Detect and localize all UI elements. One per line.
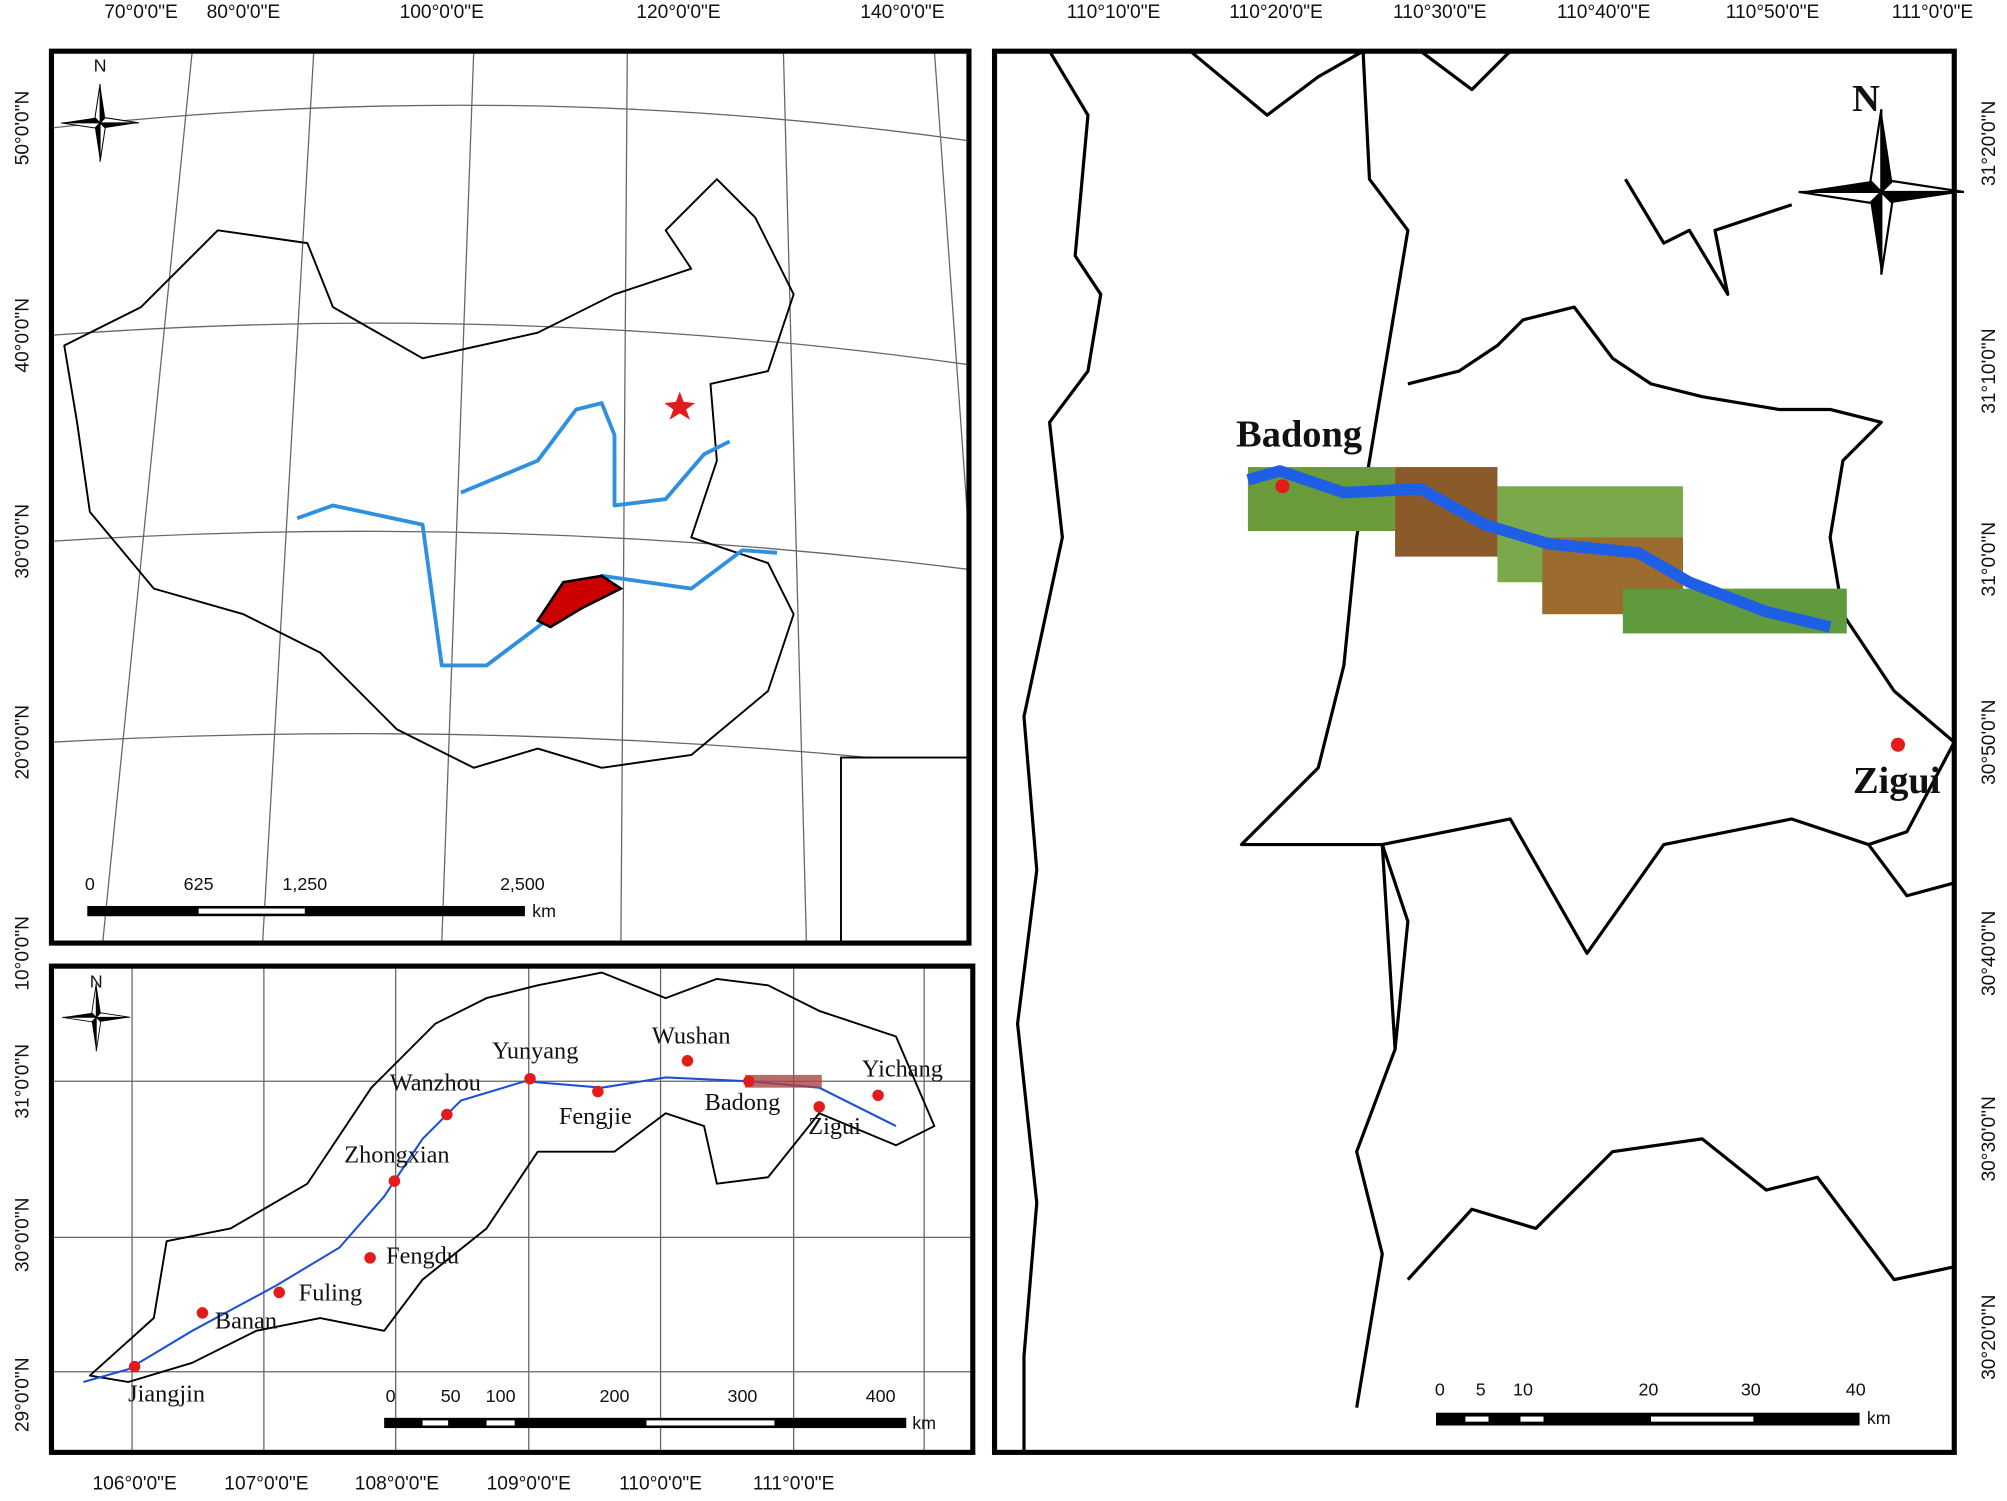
city-label: Yunyang [492,1038,578,1065]
town-dot [1890,737,1905,752]
scale-unit: km [532,901,556,921]
detail-panel [991,48,1966,1455]
lat-label: 10°0'0"N [12,916,33,991]
town-dot [1275,479,1290,494]
lon-label: 110°40'0"E [1557,2,1651,23]
lon-label: 110°20'0"E [1229,2,1323,23]
scale-label: 30 [1741,1380,1761,1400]
scale-label: 0 [1435,1380,1445,1400]
city-label: Wushan [652,1022,731,1049]
town-dot [743,1075,755,1088]
scale-label: 400 [866,1386,896,1406]
lon-label: 100°0'0"E [400,2,484,23]
overview-frame [48,48,972,946]
lat-label: 31°0'0"N [1979,522,2000,597]
city-label: Banan [215,1308,277,1335]
scale-label: 20 [1638,1380,1658,1400]
lon-label: 80°0'0"E [207,2,281,23]
lat-label: 20°0'0"N [12,705,33,780]
north-label: N [94,55,107,75]
city-label: Fuling [299,1280,362,1307]
lat-label: 30°20'0"N [1979,1295,2000,1380]
lat-label: 30°0'0"N [12,1197,33,1272]
town-dot [681,1055,694,1067]
lon-label: 111°0'0"E [753,1473,834,1494]
town-dot [592,1085,604,1098]
scale-label: 50 [441,1386,461,1406]
lat-label: 30°30'0"N [1979,1096,2000,1181]
town-label: Zigui [1853,760,1941,802]
detail-frame [991,48,1957,1455]
town-dot [128,1360,141,1373]
scale-label: 300 [728,1386,758,1406]
overview-panel [48,48,972,946]
city-label: Yichang [862,1056,943,1083]
city-label: Wanzhou [390,1070,481,1097]
city-label: Zigui [808,1113,861,1140]
town-dot [388,1175,401,1187]
scale-label: 0 [386,1386,396,1406]
city-label: Fengdu [386,1242,459,1269]
lat-label: 31°0'0"N [12,1044,33,1119]
reservoir-panel [48,963,976,1455]
town-dot [364,1252,376,1264]
scale-label: 40 [1846,1380,1866,1400]
lon-label: 109°0'0"E [487,1473,571,1494]
scale-label: 5 [1476,1380,1486,1400]
town-dot [524,1072,536,1085]
scale-label: 0 [85,874,95,894]
town-dot [813,1101,825,1113]
lon-label: 107°0'0"E [224,1473,308,1494]
lat-label: 31°20'0"N [1979,101,2000,186]
lon-label: 110°0'0"E [619,1473,702,1494]
lon-label: 120°0'0"E [636,2,720,23]
scale-label: 200 [600,1386,630,1406]
lat-label: 31°10'0"N [1979,328,2000,413]
lon-label: 111°0'0"E [1892,2,1973,23]
city-label: Badong [705,1089,781,1116]
scale-unit: km [1867,1408,1891,1428]
lon-label: 140°0'0"E [860,2,944,23]
scale-label: 625 [184,874,214,894]
lon-label: 70°0'0"E [104,2,178,23]
town-label: Badong [1236,413,1362,455]
city-label: Zhongxian [344,1141,449,1168]
north-label: N [90,971,103,991]
city-label: Jiangjin [128,1381,205,1408]
scale-unit: km [912,1413,936,1433]
north-label: N [1852,78,1880,120]
lon-label: 106°0'0"E [92,1473,176,1494]
lat-label: 29°0'0"N [12,1357,33,1432]
scale-label: 2,500 [500,874,545,894]
lat-label: 50°0'0"N [12,91,33,166]
town-dot [196,1307,209,1319]
scale-label: 10 [1513,1380,1533,1400]
scale-label: 100 [486,1386,516,1406]
city-label: Fengjie [559,1103,632,1130]
town-dot [872,1089,884,1102]
lat-label: 30°0'0"N [12,504,33,579]
lon-label: 110°30'0"E [1393,2,1487,23]
town-dot [441,1108,453,1121]
town-dot [273,1286,285,1299]
lon-label: 110°50'0"E [1726,2,1820,23]
lon-label: 108°0'0"E [355,1473,439,1494]
lon-label: 110°10'0"E [1067,2,1161,23]
lat-label: 30°50'0"N [1979,699,2000,784]
scale-label: 1,250 [282,874,327,894]
lat-label: 40°0'0"N [12,298,33,373]
reservoir-frame [48,963,976,1455]
lat-label: 30°40'0"N [1979,911,2000,996]
